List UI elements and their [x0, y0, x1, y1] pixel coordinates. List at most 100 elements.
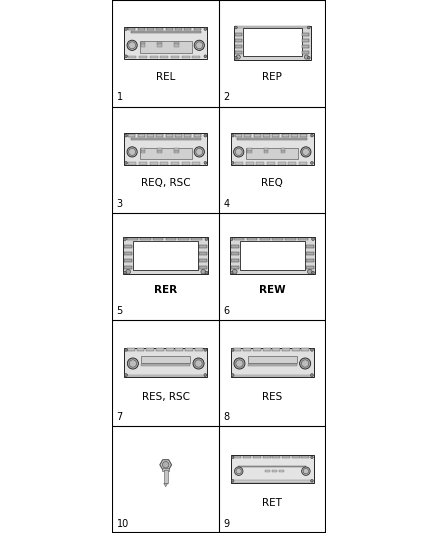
Bar: [299, 163, 307, 165]
Bar: [235, 26, 310, 28]
Bar: [199, 259, 207, 262]
Circle shape: [311, 349, 313, 351]
Circle shape: [301, 360, 309, 367]
Circle shape: [300, 358, 311, 369]
Text: REP: REP: [262, 72, 282, 82]
Bar: [124, 259, 132, 262]
Bar: [156, 134, 163, 137]
Bar: [139, 163, 147, 165]
Bar: [247, 151, 252, 154]
Text: 7: 7: [117, 412, 123, 422]
Bar: [146, 348, 154, 351]
Circle shape: [311, 374, 313, 376]
Circle shape: [231, 161, 234, 164]
Bar: [231, 266, 239, 269]
Bar: [191, 238, 202, 240]
Bar: [160, 163, 168, 165]
Bar: [237, 138, 307, 140]
Circle shape: [231, 349, 234, 351]
Circle shape: [162, 462, 169, 468]
Bar: [254, 134, 261, 137]
Text: RER: RER: [154, 285, 177, 295]
Bar: [291, 134, 298, 137]
Bar: [141, 364, 190, 366]
Bar: [259, 238, 270, 240]
Bar: [147, 28, 154, 30]
Circle shape: [233, 147, 244, 157]
Circle shape: [124, 238, 127, 240]
Text: 8: 8: [223, 412, 230, 422]
Circle shape: [127, 40, 137, 51]
Bar: [171, 163, 179, 165]
Bar: [124, 245, 132, 248]
Bar: [185, 348, 193, 351]
Bar: [306, 266, 314, 269]
Bar: [150, 163, 158, 165]
Circle shape: [311, 161, 313, 164]
Bar: [303, 51, 309, 54]
Bar: [157, 151, 162, 154]
Bar: [231, 133, 314, 165]
Circle shape: [196, 42, 203, 49]
Circle shape: [204, 28, 207, 30]
Circle shape: [204, 161, 207, 164]
Bar: [162, 469, 170, 471]
Bar: [263, 134, 270, 137]
Bar: [128, 134, 135, 137]
Bar: [166, 238, 176, 240]
Bar: [175, 134, 182, 137]
Bar: [233, 348, 241, 351]
Circle shape: [194, 147, 205, 157]
Bar: [127, 348, 135, 351]
Circle shape: [204, 134, 207, 137]
Bar: [192, 163, 200, 165]
Bar: [235, 33, 242, 36]
Bar: [303, 45, 309, 49]
Bar: [246, 163, 254, 165]
Bar: [131, 138, 201, 140]
Circle shape: [230, 238, 233, 240]
Bar: [292, 456, 300, 458]
Text: 6: 6: [223, 305, 230, 316]
Bar: [138, 28, 145, 30]
Circle shape: [205, 271, 208, 274]
Circle shape: [205, 238, 208, 240]
Bar: [244, 134, 251, 137]
Circle shape: [234, 26, 237, 29]
Bar: [272, 348, 280, 351]
Bar: [157, 42, 162, 44]
Circle shape: [311, 134, 313, 137]
Circle shape: [234, 358, 245, 369]
Text: REQ, RSC: REQ, RSC: [141, 179, 191, 188]
Bar: [128, 163, 136, 165]
Circle shape: [196, 149, 203, 155]
Polygon shape: [164, 483, 168, 487]
Circle shape: [303, 149, 309, 155]
Circle shape: [231, 456, 234, 458]
Circle shape: [307, 56, 310, 59]
Bar: [231, 455, 314, 483]
Bar: [182, 56, 190, 58]
Bar: [288, 163, 296, 165]
Bar: [174, 148, 179, 150]
Bar: [131, 31, 201, 33]
Circle shape: [307, 269, 312, 274]
Text: REQ: REQ: [261, 179, 283, 188]
Bar: [166, 28, 173, 30]
Bar: [246, 148, 298, 159]
Bar: [174, 42, 179, 44]
Bar: [124, 252, 132, 255]
Circle shape: [125, 161, 127, 164]
Bar: [141, 44, 145, 47]
Circle shape: [125, 28, 127, 30]
Bar: [199, 252, 207, 255]
Bar: [282, 456, 290, 458]
Circle shape: [231, 134, 234, 137]
Bar: [285, 238, 296, 240]
Bar: [243, 456, 251, 458]
Bar: [166, 134, 173, 137]
Bar: [182, 163, 190, 165]
Bar: [248, 356, 297, 363]
Circle shape: [129, 360, 137, 367]
Circle shape: [303, 469, 308, 474]
